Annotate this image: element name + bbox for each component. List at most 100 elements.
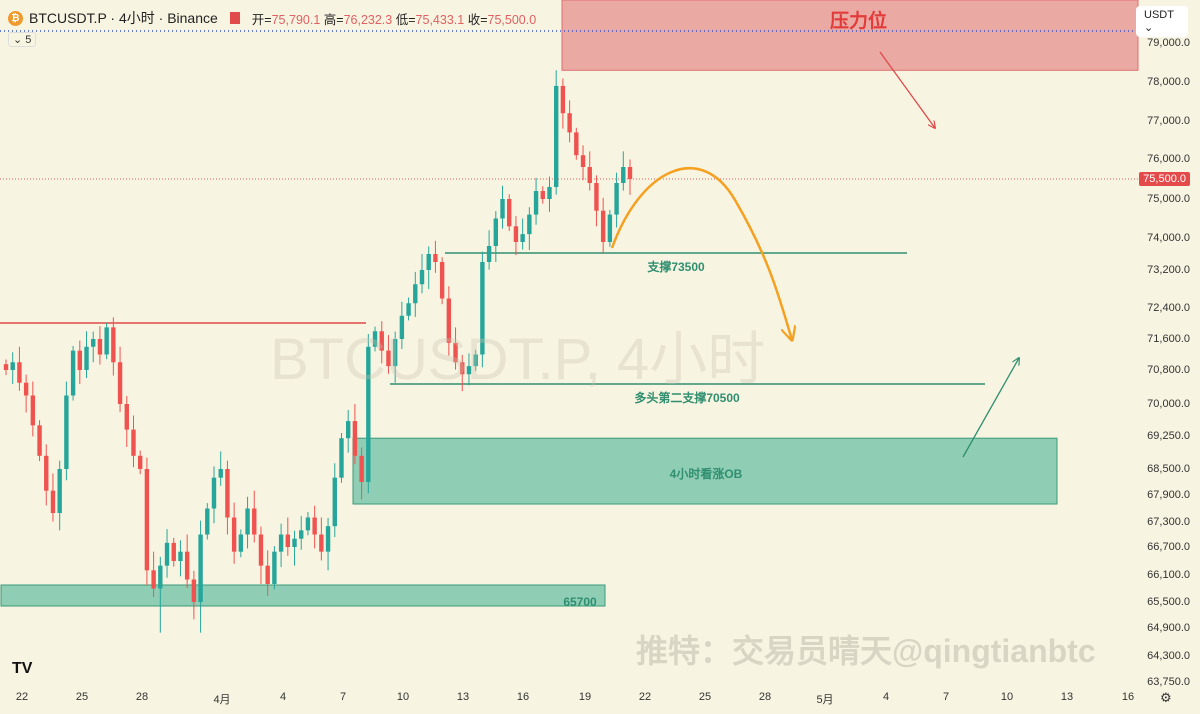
candle-body bbox=[151, 570, 156, 589]
symbol-title[interactable]: BTCUSDT.P · 4小时 · Binance bbox=[29, 10, 218, 26]
candle-body bbox=[252, 508, 257, 535]
x-tick-label: 19 bbox=[578, 691, 592, 703]
indicator-toggle[interactable]: ⌄ 5 bbox=[8, 32, 37, 47]
x-tick-label: 13 bbox=[456, 691, 470, 703]
candle-body bbox=[392, 339, 398, 367]
y-tick-label: 67,300.0 bbox=[1147, 516, 1190, 528]
tradingview-logo[interactable]: TV bbox=[12, 660, 33, 677]
y-tick-label: 79,000.0 bbox=[1147, 37, 1190, 49]
candle-body bbox=[345, 421, 351, 439]
candle-body bbox=[473, 354, 478, 367]
y-tick-label: 76,000.0 bbox=[1147, 153, 1190, 165]
candle-body bbox=[587, 167, 592, 183]
candle-body bbox=[460, 362, 465, 375]
x-tick-label: 28 bbox=[135, 691, 149, 703]
candle-body bbox=[372, 331, 378, 347]
candle-body bbox=[520, 234, 525, 242]
x-tick-label: 25 bbox=[698, 691, 712, 703]
x-tick-label: 22 bbox=[638, 691, 652, 703]
candle-body bbox=[406, 303, 411, 316]
ohlc-readout: 开=75,790.1 高=76,232.3 低=75,433.1 收=75,50… bbox=[251, 12, 537, 27]
candle-body bbox=[50, 490, 56, 513]
y-tick-label: 66,700.0 bbox=[1147, 541, 1190, 553]
y-tick-label: 64,300.0 bbox=[1147, 650, 1190, 662]
up-arrow bbox=[962, 358, 1019, 458]
symbol-header: ₿ BTCUSDT.P · 4小时 · Binance 开=75,790.1 高… bbox=[8, 8, 536, 28]
second-support-label: 多头第二支撑70500 bbox=[634, 391, 740, 405]
y-tick-label: 73,200.0 bbox=[1147, 264, 1190, 276]
candle-body bbox=[211, 477, 217, 509]
candle-body bbox=[225, 469, 230, 518]
candle-body bbox=[299, 530, 304, 539]
candle-body bbox=[466, 366, 472, 375]
candle-body bbox=[3, 364, 9, 370]
candle-body bbox=[560, 85, 566, 114]
candle-body bbox=[184, 551, 190, 580]
candle-body bbox=[171, 542, 176, 561]
candle-body bbox=[540, 191, 545, 199]
candle-body bbox=[198, 534, 203, 602]
candle-body bbox=[366, 346, 371, 482]
candle-body bbox=[17, 362, 22, 383]
y-tick-label: 78,000.0 bbox=[1147, 76, 1190, 88]
candle-body bbox=[97, 339, 103, 355]
candle-body bbox=[426, 254, 431, 270]
candle-body bbox=[64, 395, 69, 469]
candle-body bbox=[507, 199, 512, 227]
x-tick-label: 13 bbox=[1060, 691, 1074, 703]
y-tick-label: 72,400.0 bbox=[1147, 302, 1190, 314]
bitcoin-icon: ₿ bbox=[8, 10, 23, 26]
candle-body bbox=[332, 477, 337, 527]
y-tick-label: 64,900.0 bbox=[1147, 622, 1190, 634]
candle-body bbox=[567, 113, 572, 133]
candle-body bbox=[574, 132, 579, 156]
candle-body bbox=[419, 270, 425, 285]
candle-body bbox=[70, 350, 76, 396]
flag-icon[interactable] bbox=[229, 12, 240, 24]
candle-body bbox=[272, 551, 277, 584]
candle-body bbox=[527, 214, 532, 235]
candle-body bbox=[218, 469, 223, 478]
candle-body bbox=[553, 85, 559, 187]
candle-body bbox=[77, 350, 83, 370]
candle-body bbox=[111, 327, 116, 363]
x-tick-label: 22 bbox=[15, 691, 29, 703]
watermark: BTCUSDT.P, 4小时 bbox=[270, 327, 766, 392]
x-tick-label: 28 bbox=[758, 691, 772, 703]
candle-body bbox=[486, 246, 492, 262]
candle-body bbox=[91, 339, 96, 347]
y-tick-label: 71,600.0 bbox=[1147, 333, 1190, 345]
candle-body bbox=[312, 517, 317, 535]
x-tick-label: 4月 bbox=[213, 694, 231, 706]
candle-body bbox=[191, 579, 197, 602]
candle-body bbox=[265, 565, 270, 584]
candle-body bbox=[580, 155, 586, 167]
candle-body bbox=[513, 226, 519, 242]
settings-icon[interactable]: ⚙ bbox=[1160, 690, 1172, 705]
y-tick-label: 70,000.0 bbox=[1147, 398, 1190, 410]
candle-body bbox=[245, 508, 250, 535]
candle-body bbox=[386, 350, 391, 367]
x-tick-label: 16 bbox=[1121, 691, 1135, 703]
candle-body bbox=[413, 284, 418, 304]
candle-body bbox=[23, 382, 29, 396]
candle-body bbox=[339, 438, 344, 478]
candle-body bbox=[178, 551, 183, 561]
ob-label: 4小时看涨OB bbox=[669, 467, 743, 481]
author-credit: 推特：交易员晴天@qingtianbtc bbox=[636, 633, 1096, 669]
candle-body bbox=[37, 425, 42, 456]
candle-body bbox=[131, 429, 136, 456]
candle-body bbox=[493, 218, 499, 246]
candle-body bbox=[439, 262, 445, 299]
currency-select[interactable]: USDT ⌄ bbox=[1136, 6, 1188, 37]
candle-body bbox=[614, 183, 619, 215]
x-tick-label: 25 bbox=[75, 691, 89, 703]
bullish-ob-zone bbox=[352, 437, 1058, 505]
x-tick-label: 4 bbox=[882, 691, 890, 703]
candle-body bbox=[117, 362, 123, 404]
y-tick-label: 63,750.0 bbox=[1147, 676, 1190, 688]
x-tick-label: 10 bbox=[1000, 691, 1014, 703]
candle-body bbox=[144, 469, 150, 571]
